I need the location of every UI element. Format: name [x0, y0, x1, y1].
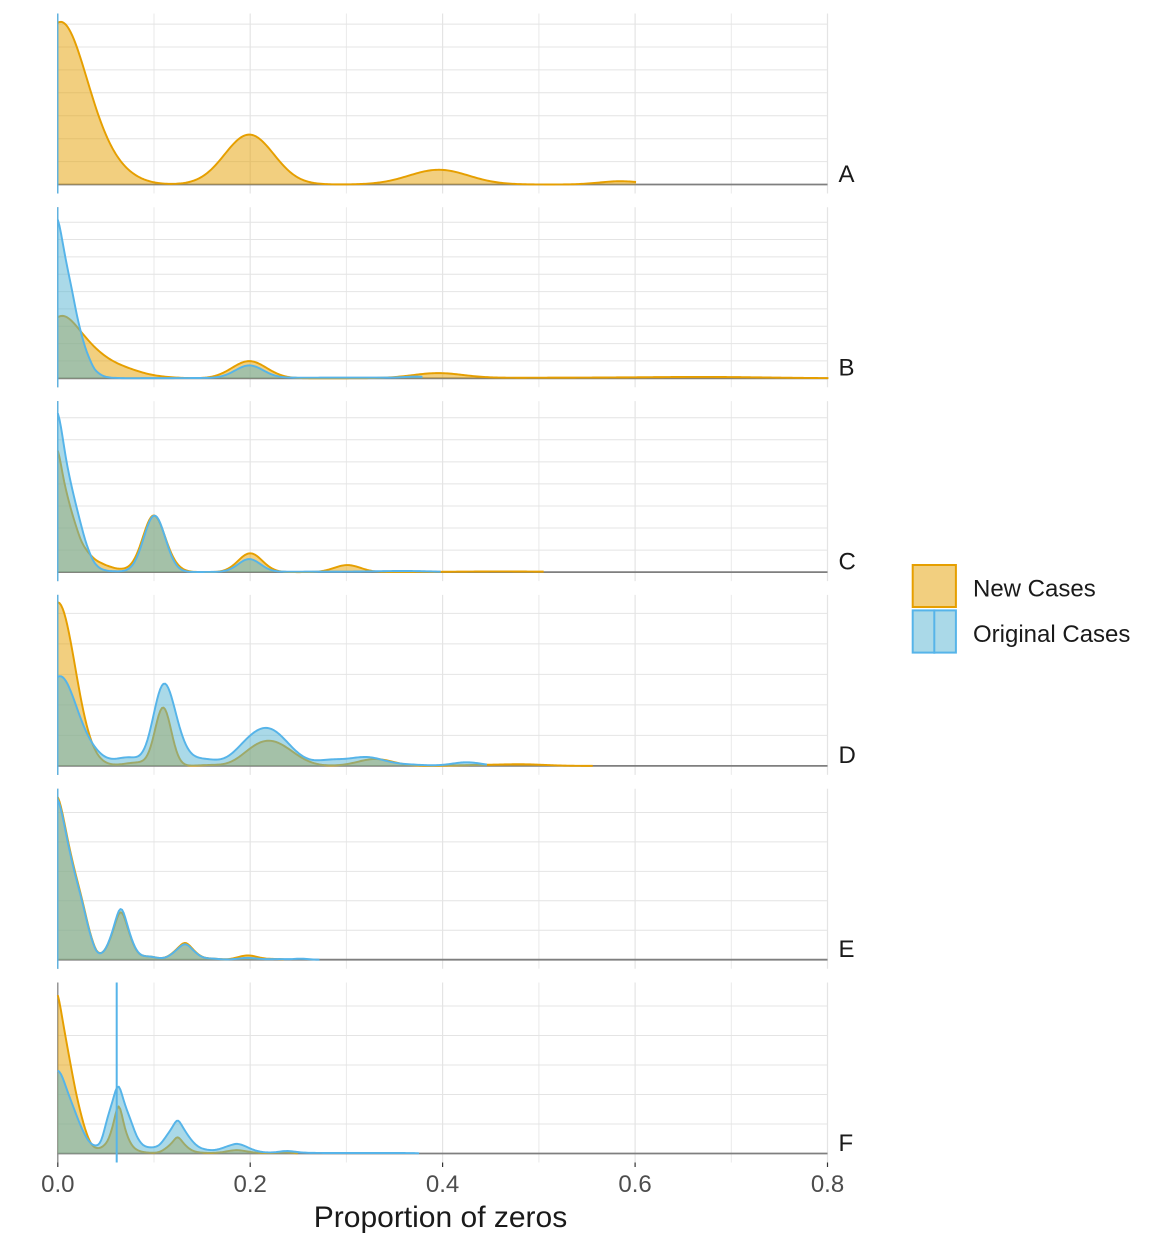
svg-text:A: A [839, 161, 855, 188]
svg-text:C: C [839, 548, 856, 575]
svg-text:New Cases: New Cases [973, 576, 1096, 603]
svg-text:B: B [839, 355, 855, 382]
svg-text:0.6: 0.6 [618, 1171, 651, 1198]
svg-text:0.4: 0.4 [426, 1171, 459, 1198]
svg-text:0.2: 0.2 [234, 1171, 267, 1198]
svg-text:D: D [839, 742, 856, 769]
svg-text:0.8: 0.8 [811, 1171, 844, 1198]
svg-text:E: E [839, 936, 855, 963]
svg-text:Original Cases: Original Cases [973, 621, 1130, 648]
svg-text:Proportion of zeros: Proportion of zeros [314, 1201, 567, 1234]
svg-text:0.0: 0.0 [41, 1171, 74, 1198]
svg-text:F: F [839, 1130, 854, 1157]
